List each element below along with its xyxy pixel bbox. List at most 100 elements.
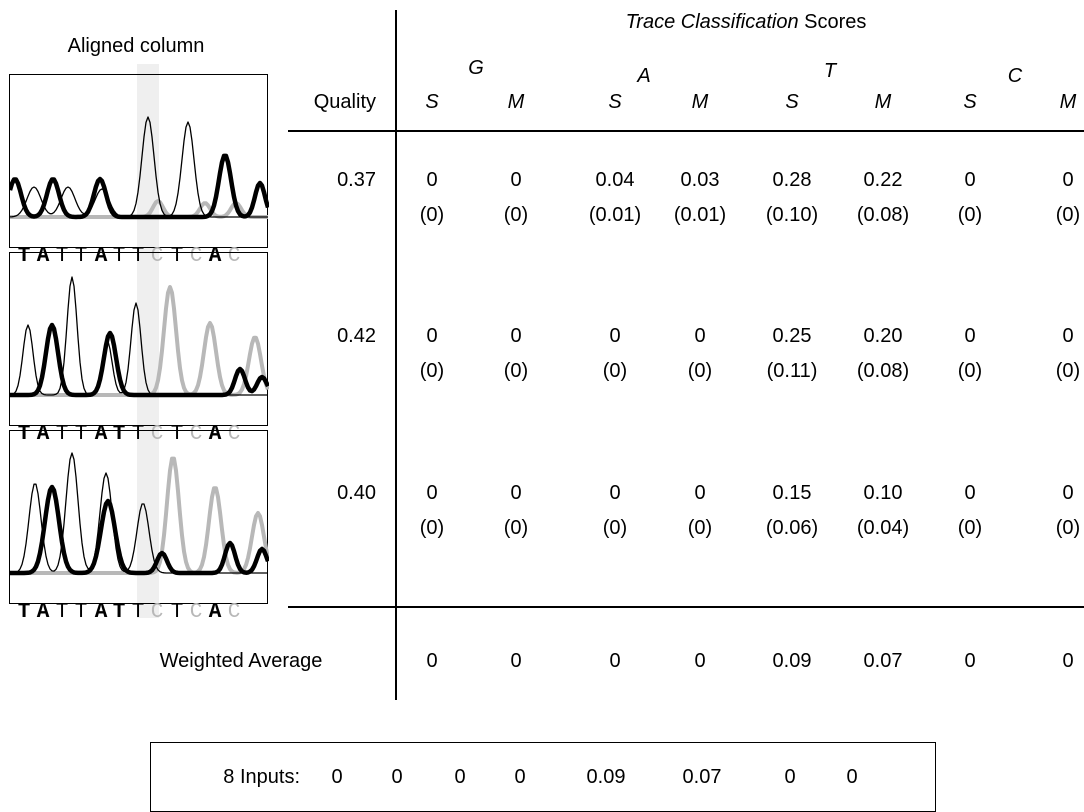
base-call: A bbox=[94, 245, 108, 268]
trace-plot-1 bbox=[10, 116, 269, 220]
score-interval: (0) bbox=[687, 360, 713, 382]
score-interval: (0.08) bbox=[856, 360, 910, 382]
score-value: 0 bbox=[964, 482, 976, 504]
trace-plot-3 bbox=[10, 452, 269, 576]
score-interval: (0) bbox=[419, 204, 445, 226]
score-interval: (0.11) bbox=[766, 360, 818, 382]
trace-line-thin bbox=[10, 452, 268, 574]
sub-column-header-m: M bbox=[507, 91, 525, 113]
score-value: 0 bbox=[1062, 169, 1074, 191]
base-call: T bbox=[112, 245, 126, 268]
sub-column-header-s: S bbox=[425, 91, 439, 113]
base-call: T bbox=[74, 601, 88, 624]
score-value: 0 bbox=[426, 325, 438, 347]
base-call: T bbox=[55, 423, 69, 446]
score-value: 0 bbox=[694, 482, 706, 504]
base-call: T bbox=[74, 245, 88, 268]
score-value: 0 bbox=[426, 482, 438, 504]
summary-value: 0.09 bbox=[586, 766, 626, 788]
quality-value: 0.37 bbox=[337, 169, 376, 191]
weighted-average-value: 0 bbox=[510, 650, 522, 672]
score-interval: (0) bbox=[957, 204, 983, 226]
score-interval: (0) bbox=[419, 360, 445, 382]
weighted-average-label: Weighted Average bbox=[159, 650, 323, 672]
score-interval: (0.01) bbox=[588, 204, 642, 226]
sub-column-header-s: S bbox=[785, 91, 799, 113]
quality-value: 0.40 bbox=[337, 482, 376, 504]
base-call: A bbox=[94, 601, 108, 624]
left-title: Aligned column bbox=[67, 35, 205, 57]
score-interval: (0.01) bbox=[673, 204, 727, 226]
score-value: 0 bbox=[964, 325, 976, 347]
base-call: C bbox=[227, 423, 241, 446]
base-call: C bbox=[150, 245, 164, 268]
summary-value: 0 bbox=[391, 766, 403, 788]
base-call: T bbox=[170, 601, 184, 624]
score-value: 0.28 bbox=[772, 169, 812, 191]
base-call: C bbox=[150, 601, 164, 624]
base-call: T bbox=[131, 423, 145, 446]
summary-value: 0.07 bbox=[682, 766, 722, 788]
score-interval: (0.10) bbox=[765, 204, 819, 226]
trace-plot-2 bbox=[10, 276, 269, 398]
base-call: A bbox=[36, 423, 50, 446]
base-call: A bbox=[36, 601, 50, 624]
base-call: T bbox=[112, 423, 126, 446]
score-interval: (0) bbox=[687, 517, 713, 539]
weighted-average-value: 0 bbox=[1062, 650, 1074, 672]
score-interval: (0) bbox=[1055, 204, 1081, 226]
base-call: T bbox=[112, 601, 126, 624]
weighted-average-value: 0.07 bbox=[863, 650, 903, 672]
base-call: C bbox=[227, 601, 241, 624]
base-call: T bbox=[170, 245, 184, 268]
score-value: 0.03 bbox=[680, 169, 720, 191]
quality-value: 0.42 bbox=[337, 325, 376, 347]
score-interval: (0) bbox=[602, 360, 628, 382]
score-interval: (0.06) bbox=[765, 517, 819, 539]
base-call: T bbox=[17, 423, 31, 446]
score-value: 0 bbox=[510, 325, 522, 347]
score-value: 0.20 bbox=[863, 325, 903, 347]
base-call: C bbox=[227, 245, 241, 268]
summary-value: 0 bbox=[514, 766, 526, 788]
base-call: A bbox=[208, 245, 222, 268]
right-title-italic: Trace Classification bbox=[625, 11, 799, 33]
score-interval: (0.08) bbox=[856, 204, 910, 226]
base-call: T bbox=[17, 601, 31, 624]
score-interval: (0.04) bbox=[856, 517, 910, 539]
right-title: Trace Classification Scores bbox=[626, 12, 867, 32]
base-call: T bbox=[131, 601, 145, 624]
score-value: 0 bbox=[426, 169, 438, 191]
base-call: A bbox=[94, 423, 108, 446]
trace-line-bold bbox=[10, 484, 269, 576]
trace-line-gray bbox=[10, 199, 268, 219]
summary-value: 0 bbox=[846, 766, 858, 788]
score-value: 0.04 bbox=[595, 169, 635, 191]
summary-label: 8 Inputs: bbox=[223, 766, 300, 788]
header-divider bbox=[288, 130, 1084, 132]
base-call: T bbox=[131, 245, 145, 268]
trace-line-bold bbox=[10, 322, 269, 398]
base-call: A bbox=[208, 423, 222, 446]
base-call: T bbox=[55, 601, 69, 624]
trace-line-thin bbox=[10, 116, 268, 218]
base-call: T bbox=[170, 423, 184, 446]
weighted-average-value: 0.09 bbox=[772, 650, 812, 672]
score-value: 0.15 bbox=[772, 482, 812, 504]
base-call: C bbox=[150, 423, 164, 446]
score-interval: (0) bbox=[1055, 517, 1081, 539]
base-header-t: T bbox=[823, 60, 837, 82]
base-call: T bbox=[74, 423, 88, 446]
right-title-rest: Scores bbox=[798, 11, 867, 33]
score-value: 0 bbox=[964, 169, 976, 191]
weighted-average-value: 0 bbox=[609, 650, 621, 672]
weighted-average-value: 0 bbox=[426, 650, 438, 672]
base-call: T bbox=[17, 245, 31, 268]
weighted-average-value: 0 bbox=[694, 650, 706, 672]
summary-value: 0 bbox=[454, 766, 466, 788]
score-interval: (0) bbox=[1055, 360, 1081, 382]
summary-value: 0 bbox=[331, 766, 343, 788]
score-value: 0 bbox=[1062, 325, 1074, 347]
